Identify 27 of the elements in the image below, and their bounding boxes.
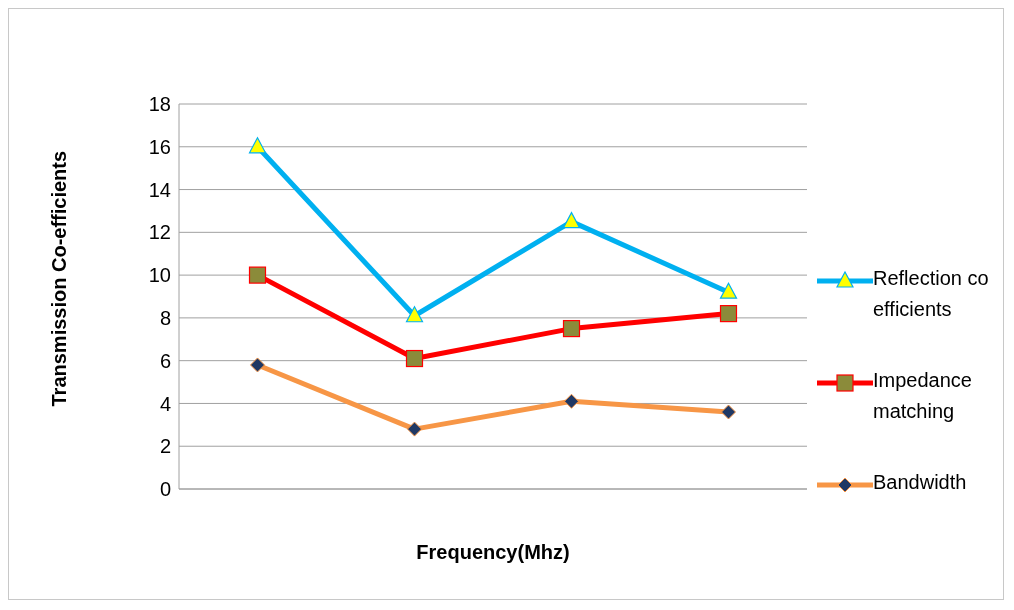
y-tick-label: 0 bbox=[159, 478, 171, 501]
y-tick-label: 14 bbox=[148, 178, 171, 201]
y-axis-title: Transmission Co-efficients bbox=[48, 150, 71, 407]
y-tick-label: 4 bbox=[159, 392, 171, 415]
point bbox=[562, 319, 581, 338]
point bbox=[562, 212, 581, 229]
point bbox=[248, 266, 267, 284]
legend-label: Bandwidth bbox=[873, 470, 968, 495]
point bbox=[719, 305, 738, 323]
point bbox=[721, 404, 736, 420]
point bbox=[719, 282, 738, 299]
y-tick-label: 2 bbox=[159, 435, 171, 458]
y-tick-label: 10 bbox=[148, 264, 171, 287]
point bbox=[248, 137, 267, 154]
y-tick-label: 18 bbox=[148, 93, 171, 116]
legend-label: Impedance matching bbox=[873, 368, 973, 424]
x-axis-title: Frequency(Mhz) bbox=[416, 541, 570, 563]
y-tick-label: 6 bbox=[159, 349, 171, 372]
point bbox=[407, 421, 422, 437]
point bbox=[405, 349, 424, 368]
point bbox=[564, 393, 579, 409]
point bbox=[250, 357, 265, 373]
legend-label: Reflection co efficients bbox=[873, 266, 990, 322]
y-tick-label: 16 bbox=[148, 135, 171, 158]
y-tick-label: 12 bbox=[148, 221, 171, 244]
y-tick-label: 8 bbox=[159, 306, 171, 329]
point bbox=[405, 306, 424, 323]
